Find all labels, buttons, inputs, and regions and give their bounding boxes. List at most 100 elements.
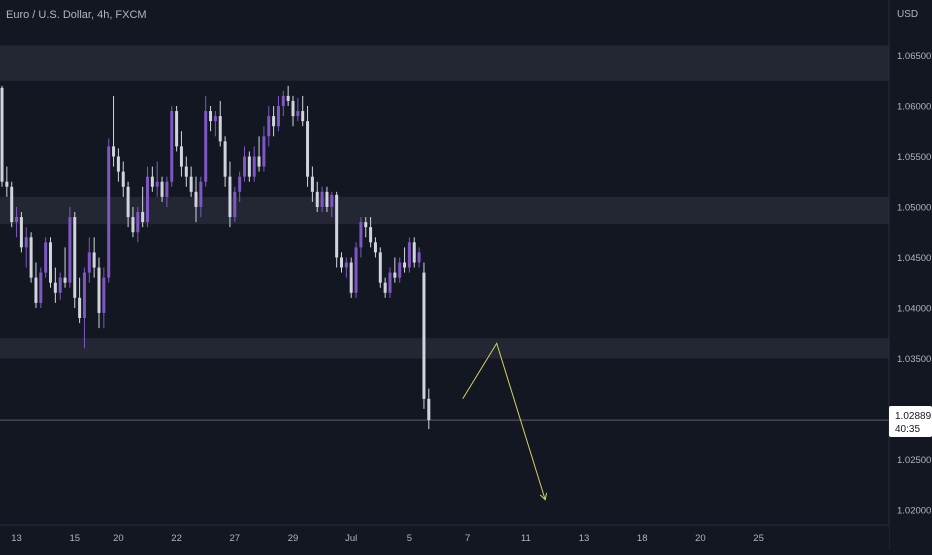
candle-body	[335, 194, 339, 258]
candle	[369, 217, 373, 248]
candle	[417, 247, 421, 268]
time-axis-label: 13	[579, 533, 590, 544]
candle	[310, 166, 314, 202]
candle	[68, 206, 72, 288]
time-axis-labels: 13 15 20 22 27 29 Jul 5 7 11 13 18 20 25	[11, 533, 764, 544]
candle	[286, 85, 290, 107]
candle	[141, 186, 145, 228]
candle-body	[146, 176, 149, 223]
candle-body	[112, 146, 116, 157]
candle	[87, 237, 91, 283]
price-axis-label: 1.05500	[897, 152, 931, 163]
time-scale-background[interactable]	[0, 525, 889, 550]
candle	[5, 166, 9, 197]
candle-body	[73, 217, 77, 298]
time-axis-label: 18	[637, 533, 648, 544]
candle	[252, 146, 256, 182]
candle-body	[257, 156, 261, 167]
candle	[383, 277, 387, 298]
candle	[393, 257, 397, 283]
candle	[291, 95, 295, 127]
candle	[10, 181, 14, 228]
candle	[136, 206, 140, 243]
candle-body	[398, 262, 402, 278]
symbol-title[interactable]: Euro / U.S. Dollar, 4h, FXCM	[6, 9, 147, 21]
candle	[233, 186, 237, 223]
candle-body	[427, 398, 431, 420]
price-axis-label: 1.06500	[897, 51, 931, 62]
candle-body	[354, 247, 358, 293]
candle	[92, 237, 96, 278]
candle	[349, 257, 353, 298]
candle	[213, 111, 217, 137]
candle	[403, 247, 407, 273]
candle	[373, 237, 377, 258]
projection-arrowhead	[539, 492, 548, 501]
candle-body	[0, 87, 4, 182]
candle	[150, 166, 154, 192]
price-scale-background[interactable]	[889, 0, 932, 550]
candle-body	[204, 111, 208, 182]
candle-body	[233, 191, 237, 218]
candle-body	[407, 242, 411, 268]
candle-body	[53, 282, 57, 293]
time-axis-label: 7	[465, 533, 470, 544]
candle-body	[165, 181, 169, 197]
candle-body	[175, 111, 179, 147]
candle	[44, 237, 48, 278]
time-axis-label: 25	[753, 533, 764, 544]
candle	[359, 217, 363, 258]
candle	[53, 267, 57, 303]
candle-body	[223, 141, 227, 177]
candles-layer	[0, 85, 431, 430]
candle-body	[131, 217, 135, 233]
candle-body	[403, 262, 407, 268]
candle-body	[209, 111, 213, 122]
candle	[330, 191, 334, 218]
candle	[146, 166, 149, 228]
time-axis-label: 29	[288, 533, 299, 544]
projection-path	[462, 342, 546, 500]
candle-body	[189, 176, 193, 192]
candle	[19, 212, 23, 253]
candle-body	[102, 277, 106, 313]
candle-body	[155, 181, 159, 187]
candle-body	[330, 194, 334, 207]
candle	[82, 267, 86, 349]
candle	[422, 262, 426, 409]
candle	[306, 106, 310, 187]
candle-body	[325, 191, 329, 207]
candle	[126, 181, 130, 228]
time-axis-label: 11	[521, 533, 531, 544]
candle-body	[58, 277, 62, 293]
candle	[29, 232, 33, 283]
candle-body	[141, 212, 145, 223]
time-axis-label: 20	[113, 533, 124, 544]
candle-body	[34, 277, 38, 303]
price-tag-countdown: 40:35	[895, 424, 920, 435]
candle	[204, 95, 208, 187]
candle-body	[24, 237, 28, 248]
candle	[112, 95, 116, 167]
candle-body	[393, 272, 397, 278]
candle	[378, 247, 382, 288]
candle	[199, 176, 203, 218]
candle-body	[388, 272, 392, 293]
time-axis-label: 15	[69, 533, 80, 544]
candle-body	[349, 262, 353, 293]
candle-body	[116, 156, 120, 172]
price-tag-box	[889, 406, 932, 437]
candle-body	[315, 191, 319, 207]
candle	[364, 217, 368, 238]
price-axis-label: 1.02500	[897, 455, 931, 466]
candle	[49, 237, 52, 288]
candle-body	[320, 191, 324, 207]
candle	[276, 95, 280, 132]
candle	[412, 237, 416, 268]
candle-body	[150, 176, 154, 187]
candle-body	[296, 111, 300, 117]
candle-body	[310, 176, 314, 192]
candle	[194, 176, 198, 223]
